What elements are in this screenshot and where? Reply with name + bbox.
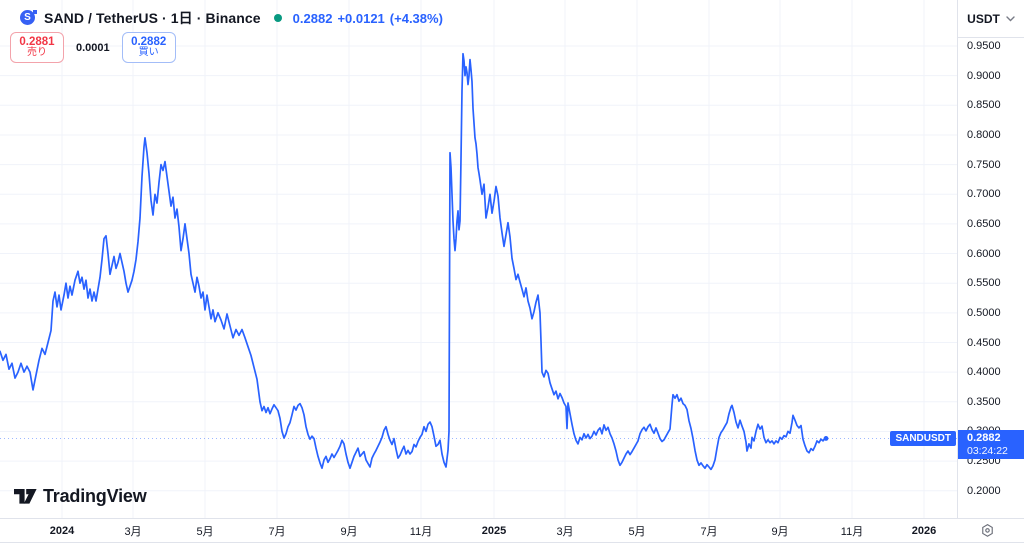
price-axis-label: 0.8000	[967, 128, 1001, 141]
tradingview-mark-icon	[14, 488, 37, 504]
time-axis-label: 9月	[771, 525, 789, 538]
price-axis-label: 0.9500	[967, 40, 1001, 52]
last-price-dot	[823, 436, 829, 441]
buy-button[interactable]: 0.2882 買い	[121, 32, 176, 63]
spread-value: 0.0001	[76, 41, 110, 54]
price-line-series	[0, 52, 827, 471]
bar-countdown: 03:24:22	[967, 445, 1008, 458]
time-axis-label: 2024	[49, 524, 75, 537]
axis-label-price: 0.2882	[967, 432, 1001, 445]
last-price: 0.2882	[292, 10, 333, 26]
time-axis-label: 11月	[409, 525, 433, 538]
currency-selector-value: USDT	[967, 11, 1000, 26]
sell-label: 売り	[27, 47, 47, 59]
price-axis-label: 0.7500	[967, 158, 1001, 171]
time-axis-label: 9月	[340, 525, 358, 538]
symbol-title[interactable]: SAND / TetherUS · 1日 · Binance	[44, 10, 261, 26]
time-axis-label: 5月	[628, 525, 646, 538]
sand-token-logo-icon: S	[20, 9, 37, 27]
symbol-price-flag: SANDUSDT	[890, 431, 956, 447]
price-axis-label: 0.2000	[967, 484, 1001, 497]
price-chart-plot[interactable]	[0, 0, 957, 518]
time-axis-label: 3月	[124, 525, 142, 538]
time-scale[interactable]: 2024 3月 5月 7月 9月 11月 2025 3月 5月 7月 9月 11月 2026	[0, 518, 1024, 543]
price-change: +0.0121	[337, 10, 385, 26]
time-scale-settings-button[interactable]	[974, 522, 1000, 538]
sell-price: 0.2881	[19, 36, 55, 49]
time-axis-label: 7月	[268, 525, 286, 538]
gear-icon	[981, 523, 993, 537]
chart-legend: S SAND / TetherUS · 1日 · Binance 0.2882 …	[20, 8, 443, 28]
sell-button[interactable]: 0.2881 売り	[10, 32, 64, 63]
price-info: 0.2882 +0.0121 (+4.38%)	[293, 11, 443, 26]
price-scale[interactable]: 0.9500 0.9000 0.8500 0.8000 0.7500 0.7000 0.65…	[957, 0, 1024, 541]
price-axis-label: 0.7000	[967, 188, 1001, 201]
chevron-down-icon	[1006, 15, 1015, 21]
market-open-status-icon	[273, 14, 282, 22]
price-axis-label: 0.4500	[967, 336, 1001, 349]
trade-buttons-row: 0.2881 売り 0.0001 0.2882 買い	[10, 32, 176, 63]
price-change-percent: (+4.38%)	[389, 10, 443, 26]
price-axis-label: 0.6500	[967, 217, 1001, 230]
time-axis-label: 11月	[840, 525, 864, 538]
buy-label: 買い	[138, 47, 159, 59]
buy-price: 0.2882	[131, 36, 167, 49]
tradingview-logo-link[interactable]: TradingView	[14, 486, 147, 507]
time-axis-label: 7月	[700, 525, 718, 538]
time-axis-label: 3月	[556, 525, 574, 538]
price-axis-label: 0.3500	[967, 395, 1001, 408]
price-axis-label: 0.5000	[967, 306, 1001, 319]
chart-gridlines	[0, 0, 957, 518]
time-axis-label: 2026	[911, 524, 937, 537]
sand-logo-letter: S	[20, 9, 35, 25]
price-axis-label: 0.6000	[967, 247, 1001, 260]
price-axis-label: 0.4000	[967, 366, 1001, 379]
last-price-axis-label: 0.2882 03:24:22	[958, 430, 1024, 460]
currency-selector[interactable]: USDT	[958, 0, 1024, 38]
price-axis-label: 0.5500	[967, 277, 1001, 290]
time-axis-label: 2025	[481, 524, 507, 537]
sand-logo-tail	[33, 9, 37, 14]
price-axis-label: 0.8500	[967, 99, 1001, 112]
price-axis-label: 0.9000	[967, 69, 1001, 82]
time-axis-label: 5月	[196, 525, 214, 538]
tradingview-logo-text: TradingView	[43, 486, 147, 506]
